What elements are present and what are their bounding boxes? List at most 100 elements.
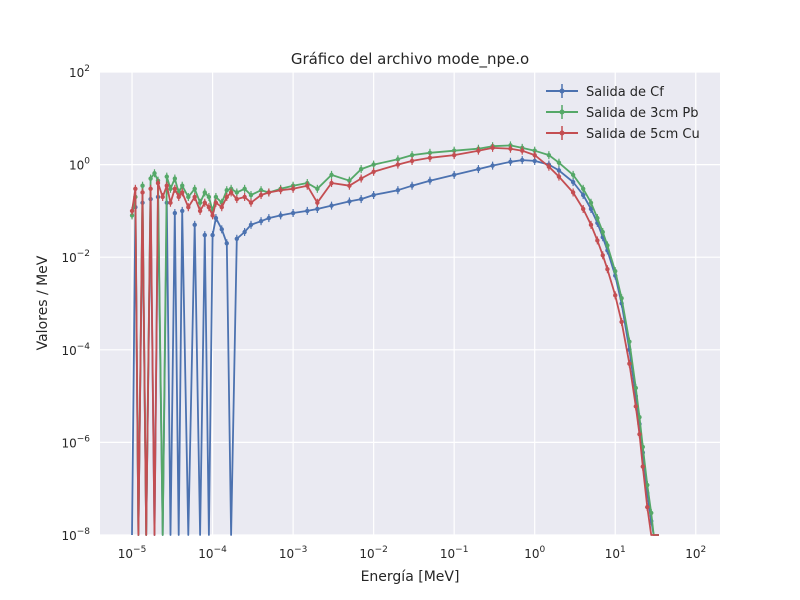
data-point [180,208,185,214]
data-point [305,208,310,214]
data-point [164,183,169,188]
data-point [197,208,203,214]
data-point [613,293,618,298]
data-point [202,200,207,205]
legend-label: Salida de 3cm Pb [586,106,698,121]
data-point [210,232,215,238]
data-point [186,194,191,200]
data-point [315,200,320,205]
data-point [476,166,481,172]
data-point [395,187,401,193]
data-point [490,145,495,151]
data-point [315,186,320,192]
data-point [278,213,283,218]
data-point [234,236,240,241]
data-point [329,203,334,208]
data-point [224,241,229,246]
data-point [633,385,638,391]
data-point [532,158,537,164]
data-point [600,253,605,258]
legend-label: Salida de 5cm Cu [586,127,700,142]
data-point [546,164,552,169]
data-point [258,187,264,193]
data-point [600,229,605,235]
data-point [532,148,537,153]
data-point [570,179,576,185]
data-point [645,504,650,510]
data-point [234,190,240,195]
data-point [219,205,224,210]
data-point [224,187,229,193]
data-point [570,172,576,178]
data-point [347,178,352,183]
data-point [164,174,169,179]
legend-item: Salida de 5cm Cu [546,126,700,142]
data-point [490,163,495,168]
legend-marker [559,88,565,94]
data-point [556,160,562,165]
data-point [129,208,135,214]
data-point [202,190,207,195]
data-point [605,267,610,272]
data-point [192,186,197,192]
data-point [395,157,401,162]
data-point [206,194,212,200]
data-point [278,187,283,193]
data-point [180,190,185,195]
y-tick-label: 10−4 [61,342,90,358]
y-tick-label: 10−8 [61,527,90,543]
x-tick-label: 10−1 [440,545,469,561]
data-point [172,186,178,192]
data-point [619,319,624,325]
data-point [409,152,415,158]
data-point [619,296,624,301]
x-axis-label: Energía [MeV] [361,569,460,585]
data-point [242,186,247,192]
x-tick-label: 10−3 [279,545,308,561]
data-point [358,196,364,202]
data-point [197,200,203,205]
data-point [347,183,352,188]
data-point [371,192,376,198]
data-point [637,432,642,437]
data-point [266,215,272,221]
data-point [148,186,153,192]
data-point [451,152,457,158]
x-tick-label: 10−4 [198,545,227,561]
data-point [649,510,654,516]
data-point [329,172,334,178]
data-point [290,210,296,216]
data-point [520,157,525,163]
data-point [532,152,537,158]
data-point [290,186,296,192]
y-tick-label: 10−2 [61,249,90,265]
legend-marker [559,109,565,115]
data-point [409,183,415,188]
data-point [580,206,586,212]
data-point [427,155,433,161]
data-point [133,186,138,192]
legend-marker [559,130,565,136]
chart-title: Gráfico del archivo mode_npe.o [291,50,529,69]
data-point [140,183,145,188]
data-point [213,200,219,205]
data-point [202,232,207,238]
data-point [176,194,181,200]
x-tick-label: 101 [605,545,626,561]
y-axis-ticks: 10−8 10−6 10−4 10−2 100 102 [61,64,90,543]
legend: Salida de Cf Salida de 3cm Pb Salida de 5c… [546,84,700,142]
data-point [186,205,191,210]
data-point [160,194,165,200]
data-point [358,166,364,172]
data-point [213,194,219,200]
data-point [305,183,310,188]
series-1 [129,141,659,536]
data-point [427,150,433,155]
data-point [627,339,632,344]
x-tick-label: 10−5 [118,545,147,561]
data-point [140,190,145,195]
data-point [637,415,642,420]
data-point [172,176,178,181]
y-tick-label: 102 [69,64,90,80]
data-point [395,162,401,167]
